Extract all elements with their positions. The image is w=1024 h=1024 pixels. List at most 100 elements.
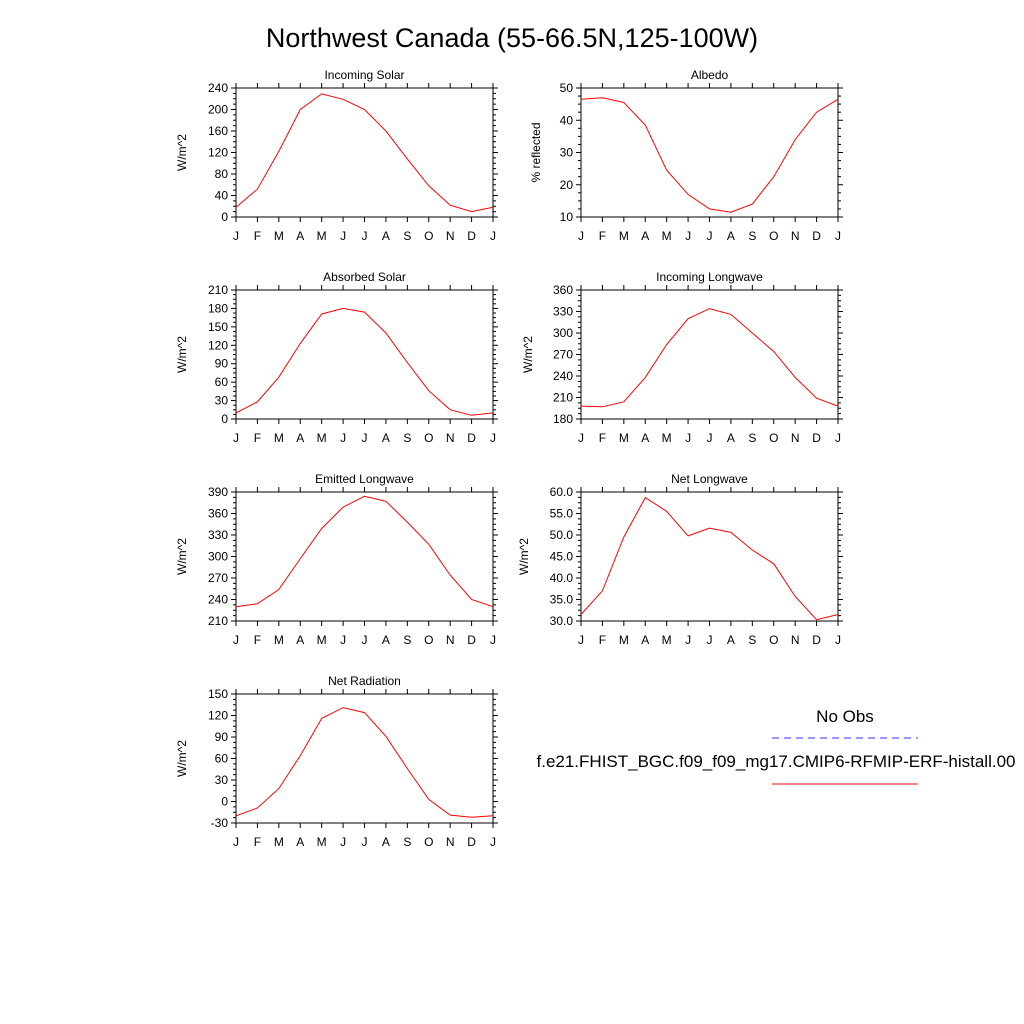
incoming-longwave-ytick-label: 240 xyxy=(553,369,573,383)
incoming-solar-xtick-label: J xyxy=(362,229,368,243)
net-radiation-ytick-label: 0 xyxy=(221,795,228,809)
absorbed-solar-xtick-label: F xyxy=(254,431,261,445)
net-longwave-ylabel: W/m^2 xyxy=(517,538,531,575)
net-radiation-ytick-label: -30 xyxy=(211,816,229,830)
emitted-longwave-xtick-label: M xyxy=(274,633,284,647)
absorbed-solar-ytick-label: 150 xyxy=(208,320,228,334)
incoming-solar-xtick-label: A xyxy=(296,229,304,243)
albedo-xtick-label: J xyxy=(685,229,691,243)
net-longwave-ytick-label: 60.0 xyxy=(550,485,574,499)
net-radiation-xtick-label: J xyxy=(490,835,496,849)
net-radiation-ytick-label: 90 xyxy=(215,730,229,744)
net-radiation-xtick-label: J xyxy=(233,835,239,849)
legend-obs-label: No Obs xyxy=(816,707,874,726)
absorbed-solar-ytick-label: 0 xyxy=(221,412,228,426)
absorbed-solar-xtick-label: N xyxy=(446,431,455,445)
incoming-solar-xtick-label: J xyxy=(340,229,346,243)
incoming-solar-ytick-label: 40 xyxy=(215,189,229,203)
net-longwave-title: Net Longwave xyxy=(671,472,748,486)
net-longwave-xtick-label: D xyxy=(812,633,821,647)
incoming-solar-ytick-label: 160 xyxy=(208,124,228,138)
albedo-plot-frame xyxy=(580,87,839,218)
incoming-solar-xtick-label: J xyxy=(233,229,239,243)
emitted-longwave-xtick-label: J xyxy=(233,633,239,647)
albedo-series-line xyxy=(580,97,839,213)
absorbed-solar-ytick-label: 90 xyxy=(215,357,229,371)
emitted-longwave-xtick-label: J xyxy=(340,633,346,647)
emitted-longwave-xtick-label: S xyxy=(403,633,411,647)
net-longwave-ytick-label: 45.0 xyxy=(550,550,574,564)
emitted-longwave-ytick-label: 240 xyxy=(208,593,228,607)
albedo-ylabel: % reflected xyxy=(529,122,543,182)
albedo-xtick-label: A xyxy=(641,229,649,243)
incoming-solar-xtick-label: F xyxy=(254,229,261,243)
net-radiation-xtick-label: A xyxy=(296,835,304,849)
net-radiation-xtick-label: J xyxy=(340,835,346,849)
figure-title: Northwest Canada (55-66.5N,125-100W) xyxy=(266,23,758,53)
net-longwave-xtick-label: J xyxy=(835,633,841,647)
net-longwave-xtick-label: J xyxy=(685,633,691,647)
emitted-longwave-xtick-label: N xyxy=(446,633,455,647)
net-radiation-xtick-label: A xyxy=(382,835,390,849)
net-longwave-ytick-label: 30.0 xyxy=(550,614,574,628)
incoming-longwave-xtick-label: M xyxy=(662,431,672,445)
net-radiation-series-line xyxy=(235,707,494,818)
incoming-longwave-xtick-label: A xyxy=(641,431,649,445)
albedo-xtick-label: J xyxy=(578,229,584,243)
net-longwave-xtick-label: N xyxy=(791,633,800,647)
net-longwave-xtick-label: A xyxy=(641,633,649,647)
emitted-longwave-xtick-label: J xyxy=(490,633,496,647)
incoming-solar-xtick-label: M xyxy=(274,229,284,243)
absorbed-solar-plot-frame xyxy=(235,289,494,420)
incoming-longwave-ytick-label: 210 xyxy=(553,391,573,405)
incoming-longwave-ytick-label: 300 xyxy=(553,326,573,340)
emitted-longwave-xtick-label: A xyxy=(296,633,304,647)
emitted-longwave-ylabel: W/m^2 xyxy=(175,538,189,575)
incoming-longwave-xtick-label: S xyxy=(748,431,756,445)
emitted-longwave-plot-frame xyxy=(235,491,494,622)
absorbed-solar-xtick-label: A xyxy=(382,431,390,445)
emitted-longwave-ytick-label: 390 xyxy=(208,485,228,499)
albedo-xtick-label: J xyxy=(707,229,713,243)
albedo-ytick-label: 30 xyxy=(560,146,574,160)
albedo-xtick-label: S xyxy=(748,229,756,243)
incoming-solar-xtick-label: S xyxy=(403,229,411,243)
net-longwave-xtick-label: J xyxy=(578,633,584,647)
incoming-solar-plot-frame xyxy=(235,87,494,218)
absorbed-solar-xtick-label: J xyxy=(340,431,346,445)
net-radiation-xtick-label: N xyxy=(446,835,455,849)
net-radiation-xtick-label: M xyxy=(274,835,284,849)
albedo-ytick-label: 10 xyxy=(560,210,574,224)
net-radiation-ytick-label: 60 xyxy=(215,752,229,766)
incoming-longwave-ytick-label: 330 xyxy=(553,305,573,319)
absorbed-solar-xtick-label: J xyxy=(490,431,496,445)
panel-emitted-longwave: Emitted Longwave W/m^2 210 240 270 300 330 360 3… xyxy=(175,472,498,647)
absorbed-solar-xtick-label: D xyxy=(467,431,476,445)
albedo-xtick-label: A xyxy=(727,229,735,243)
net-radiation-xtick-label: J xyxy=(362,835,368,849)
incoming-solar-ytick-label: 0 xyxy=(221,210,228,224)
incoming-longwave-plot-frame xyxy=(580,289,839,420)
absorbed-solar-xtick-label: M xyxy=(317,431,327,445)
albedo-title: Albedo xyxy=(691,68,729,82)
incoming-longwave-xtick-label: J xyxy=(578,431,584,445)
net-longwave-xtick-label: S xyxy=(748,633,756,647)
legend-model-label: f.e21.FHIST_BGC.f09_f09_mg17.CMIP6-RFMIP… xyxy=(537,752,1016,771)
net-radiation-title: Net Radiation xyxy=(328,674,401,688)
albedo-xtick-label: F xyxy=(599,229,606,243)
incoming-longwave-xtick-label: M xyxy=(619,431,629,445)
emitted-longwave-ytick-label: 300 xyxy=(208,550,228,564)
absorbed-solar-xtick-label: M xyxy=(274,431,284,445)
incoming-solar-xtick-label: N xyxy=(446,229,455,243)
absorbed-solar-ytick-label: 120 xyxy=(208,338,228,352)
net-radiation-ytick-label: 150 xyxy=(208,687,228,701)
net-longwave-ytick-label: 40.0 xyxy=(550,571,574,585)
emitted-longwave-xtick-label: F xyxy=(254,633,261,647)
absorbed-solar-xtick-label: J xyxy=(233,431,239,445)
panel-absorbed-solar: Absorbed Solar W/m^2 0 30 60 90 120 150 180 210 J F… xyxy=(175,270,498,445)
absorbed-solar-xtick-label: J xyxy=(362,431,368,445)
